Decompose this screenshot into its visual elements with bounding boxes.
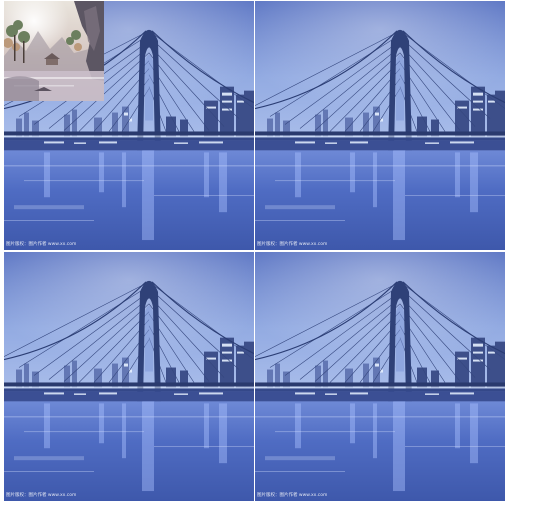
photo-credit: 图片版权：图片作者 www.xx.com bbox=[257, 493, 328, 498]
landscape-thumbnail bbox=[4, 1, 104, 101]
bridge-photo-tile: 图片版权：图片作者 www.xx.com bbox=[255, 252, 505, 501]
image-collage: 图片版权：图片作者 www.xx.com 图片版权：图片作者 www.xx.co… bbox=[4, 1, 505, 501]
photo-credit: 图片版权：图片作者 www.xx.com bbox=[6, 242, 77, 247]
photo-credit: 图片版权：图片作者 www.xx.com bbox=[6, 493, 77, 498]
bridge-night-photo bbox=[4, 252, 254, 501]
bridge-photo-tile: 图片版权：图片作者 www.xx.com bbox=[4, 252, 254, 501]
bridge-night-photo bbox=[255, 1, 505, 250]
bridge-photo-tile: 图片版权：图片作者 www.xx.com bbox=[255, 1, 505, 250]
photo-credit: 图片版权：图片作者 www.xx.com bbox=[257, 242, 328, 247]
bridge-night-photo bbox=[255, 252, 505, 501]
misty-landscape-image bbox=[4, 1, 104, 101]
